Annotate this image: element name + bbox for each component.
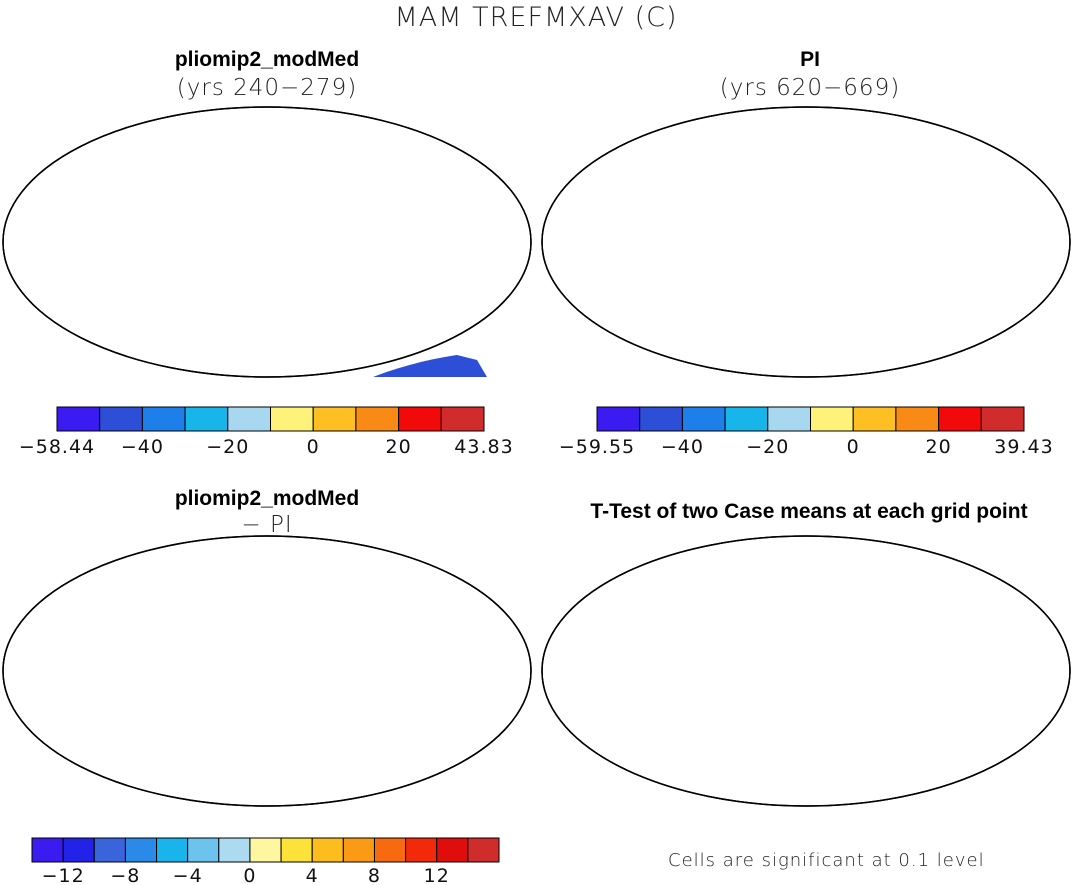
colorbar-top-right: −59.55 −40 −20 0 20 39.43 [559, 406, 1053, 458]
colorbar-tick-label: 12 [424, 865, 450, 885]
colorbar-swatch [99, 406, 143, 432]
colorbar-swatch [312, 406, 357, 432]
colorbar-top-left: −58.44 −40 −20 0 20 43.83 [19, 406, 513, 458]
colorbar-tick-label: −12 [42, 865, 85, 885]
colorbar-tick-label: −59.55 [559, 436, 635, 458]
map-top-right [541, 106, 1071, 378]
significance-note: Cells are significant at 0.1 level [668, 850, 985, 871]
colorbar-swatch [398, 406, 442, 432]
colorbar-tick-label: −58.44 [19, 436, 95, 458]
colorbar-swatch [187, 837, 220, 863]
colorbar-bottom-left: −12 −8 −4 0 4 8 12 [31, 837, 500, 885]
colorbar-tick-label: 0 [243, 865, 256, 885]
colorbar-tick-label: 20 [926, 436, 952, 458]
colorbar-swatch [895, 406, 940, 432]
colorbar-swatch [596, 406, 641, 432]
map-bottom-right [541, 535, 1071, 807]
colorbar-tick-label: 4 [306, 865, 319, 885]
panel-title-bottom-left: pliomip2_modMed [174, 487, 360, 510]
colorbar-swatch [311, 837, 344, 863]
colorbar-tick-label: −40 [661, 436, 704, 458]
colorbar-swatch [156, 837, 189, 863]
colorbar-swatch [270, 406, 314, 432]
colorbar-tick-label: −4 [173, 865, 203, 885]
colorbar-swatch [218, 837, 251, 863]
colorbar-tick-label: −20 [206, 436, 249, 458]
colorbar-swatch [980, 406, 1025, 432]
colorbar-swatch [681, 406, 726, 432]
panel-subtitle-top-right: (yrs 620−669) [719, 75, 901, 101]
colorbar-swatch [639, 406, 683, 432]
colorbar-swatch [724, 406, 769, 432]
colorbar-swatch [405, 837, 438, 863]
colorbar-tick-label: −20 [746, 436, 789, 458]
colorbar-swatch [249, 837, 282, 863]
panel-title-top-right: PI [800, 48, 820, 71]
colorbar-tick-label: 43.83 [454, 436, 513, 458]
colorbar-swatch [440, 406, 485, 432]
colorbar-swatch [810, 406, 854, 432]
panel-subtitle-bottom-left: − PI [241, 512, 293, 538]
colorbar-swatch [31, 837, 64, 863]
colorbar-swatch [62, 837, 95, 863]
colorbar-swatch [141, 406, 186, 432]
colorbar-swatch [227, 406, 272, 432]
colorbar-swatch [184, 406, 229, 432]
colorbar-tick-label: −40 [121, 436, 164, 458]
main-title: MAM TREFMXAV (C) [394, 2, 678, 33]
colorbar-tick-label: 8 [368, 865, 381, 885]
colorbar-swatch [93, 837, 126, 863]
colorbar-swatch [467, 837, 500, 863]
colorbar-swatch [56, 406, 101, 432]
map-bottom-left [2, 535, 532, 807]
colorbar-swatch [124, 837, 158, 863]
colorbar-swatch [852, 406, 897, 432]
panel-title-bottom-right: T-Test of two Case means at each grid po… [590, 500, 1028, 523]
colorbar-tick-label: 0 [307, 436, 320, 458]
colorbar-swatch [436, 837, 469, 863]
map-top-left [2, 106, 532, 378]
panel-title-top-left: pliomip2_modMed [174, 48, 360, 71]
colorbar-swatch [355, 406, 400, 432]
colorbar-swatch [767, 406, 811, 432]
colorbar-tick-label: 20 [386, 436, 412, 458]
colorbar-swatch [938, 406, 982, 432]
colorbar-swatch [373, 837, 407, 863]
panel-subtitle-top-left: (yrs 240−279) [176, 75, 358, 101]
colorbar-swatch [280, 837, 313, 863]
colorbar-tick-label: 0 [847, 436, 860, 458]
colorbar-swatch [342, 837, 375, 863]
colorbar-tick-label: −8 [110, 865, 140, 885]
colorbar-tick-label: 39.43 [994, 436, 1053, 458]
